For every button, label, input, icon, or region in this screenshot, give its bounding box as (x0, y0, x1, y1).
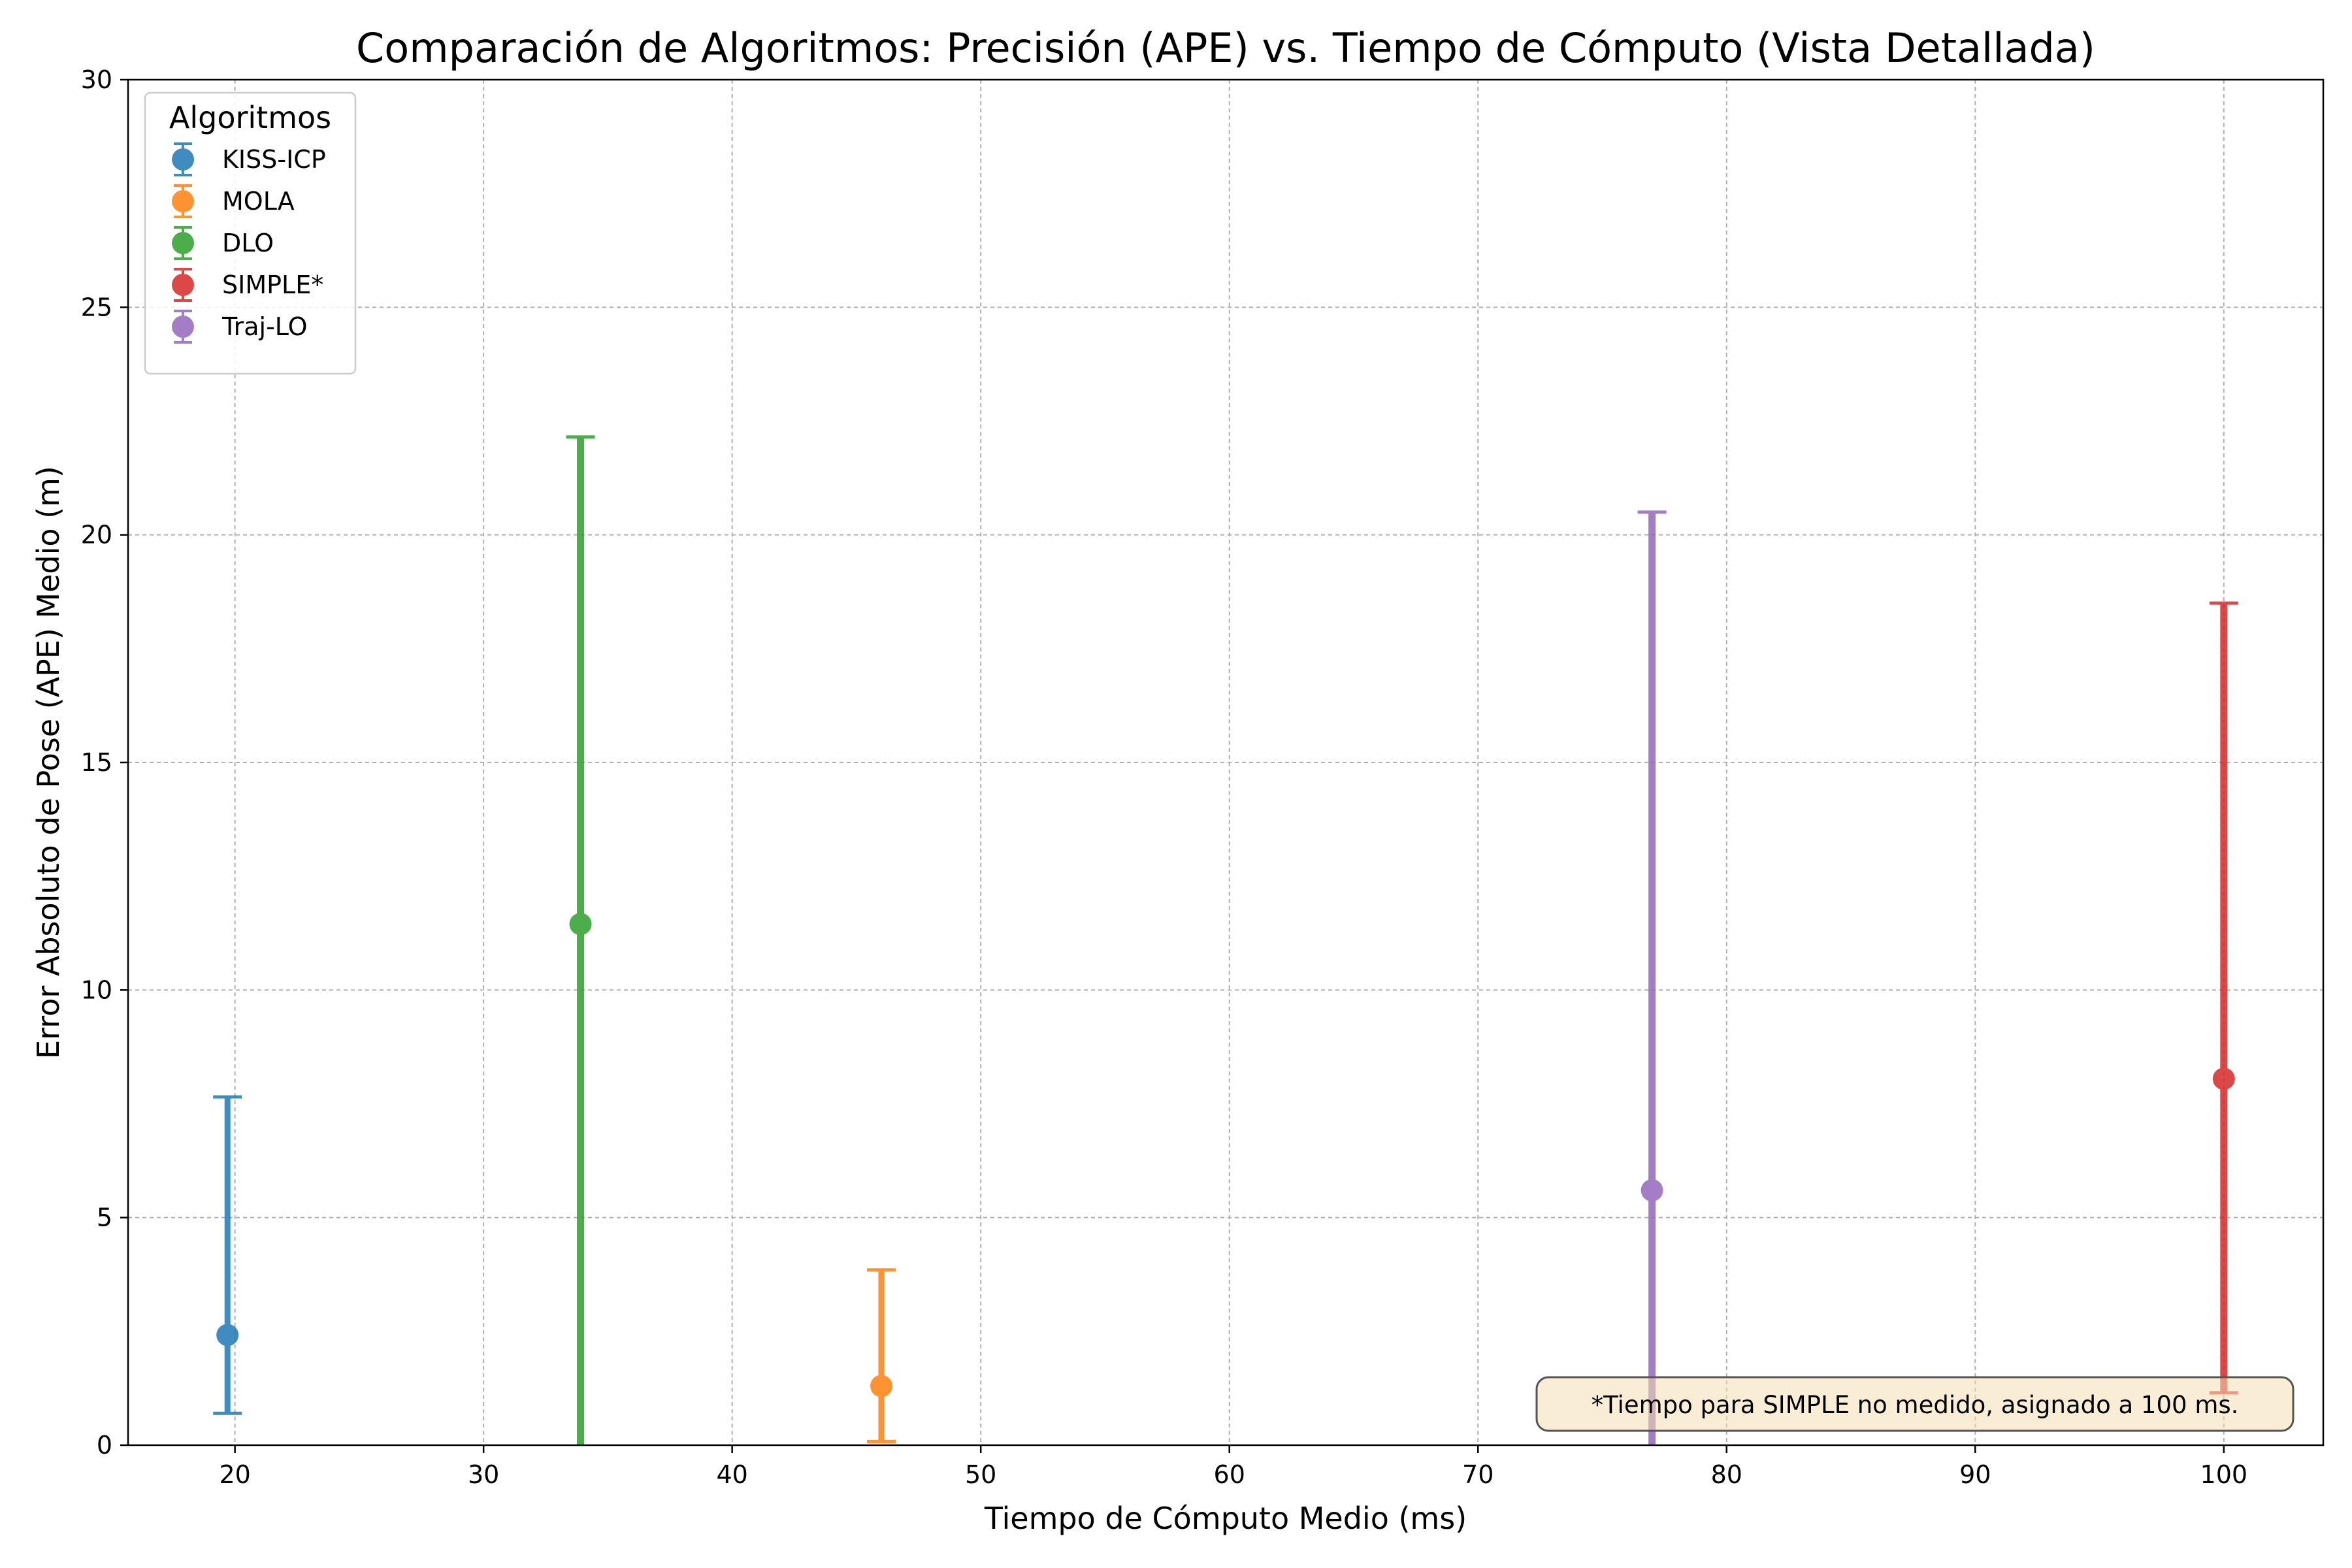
x-tick-label: 40 (716, 1460, 747, 1489)
y-axis-label: Error Absoluto de Pose (APE) Medio (m) (31, 466, 66, 1059)
data-point (870, 1375, 892, 1397)
x-axis-label: Tiempo de Cómputo Medio (ms) (984, 1501, 1467, 1536)
legend-item (172, 226, 194, 260)
y-tick-label: 20 (81, 521, 112, 549)
y-tick-label: 15 (81, 748, 112, 777)
legend-title: Algoritmos (169, 100, 331, 135)
legend-label: KISS-ICP (222, 145, 326, 174)
y-tick-label: 5 (97, 1203, 112, 1232)
legend-marker-point (172, 232, 194, 254)
x-tick-label: 20 (219, 1460, 250, 1489)
y-tick-label: 30 (81, 65, 112, 94)
legend-label: DLO (222, 229, 274, 257)
data-point (569, 913, 592, 936)
legend-marker-point (172, 148, 194, 171)
series-layer (213, 435, 2238, 1445)
legend-items: KISS-ICP MOLA DLO SIMPLE* Traj-LO (172, 142, 326, 344)
x-tick-label: 100 (2200, 1460, 2248, 1489)
legend-marker-point (172, 190, 194, 212)
legend: Algoritmos KISS-ICP MOLA DLO SIMPLE* Traj-LO (144, 91, 357, 375)
x-tick-label: 60 (1214, 1460, 1245, 1489)
legend-item (172, 310, 194, 344)
grid (128, 79, 2323, 1446)
legend-label: SIMPLE* (222, 270, 323, 299)
legend-box (144, 91, 357, 375)
legend-item (172, 268, 194, 302)
annotation-box: *Tiempo para SIMPLE no medido, asignado … (1535, 1376, 2295, 1432)
legend-item (172, 142, 194, 176)
x-tick-label: 70 (1462, 1460, 1494, 1489)
data-point (1641, 1179, 1663, 1201)
x-tick-label: 50 (965, 1460, 996, 1489)
series-traj-lo (1637, 510, 1667, 1445)
legend-marker-point (172, 316, 194, 338)
ticks: 20 30 40 50 60 70 80 90 100 0 5 10 15 20 25 30 (81, 65, 2247, 1489)
series-simple- (2209, 601, 2238, 1395)
series-kiss-icp (213, 1095, 242, 1415)
x-tick-label: 30 (468, 1460, 499, 1489)
x-tick-label: 80 (1711, 1460, 1742, 1489)
annotation-background (1535, 1376, 2295, 1432)
legend-label: MOLA (222, 187, 295, 216)
series-mola (866, 1268, 896, 1443)
series-dlo (566, 435, 595, 1445)
x-tick-label: 90 (1959, 1460, 1991, 1489)
y-tick-label: 10 (81, 975, 112, 1004)
chart-title: Comparación de Algoritmos: Precisión (AP… (356, 24, 2095, 72)
plot-frame (127, 78, 2325, 1446)
legend-label: Traj-LO (221, 312, 308, 341)
annotation-text: *Tiempo para SIMPLE no medido, asignado … (1592, 1391, 2239, 1419)
data-point (2212, 1068, 2235, 1090)
data-point (216, 1324, 239, 1347)
legend-marker-point (172, 274, 194, 296)
y-tick-label: 25 (81, 293, 112, 321)
legend-item (172, 184, 194, 218)
y-tick-label: 0 (97, 1431, 112, 1460)
